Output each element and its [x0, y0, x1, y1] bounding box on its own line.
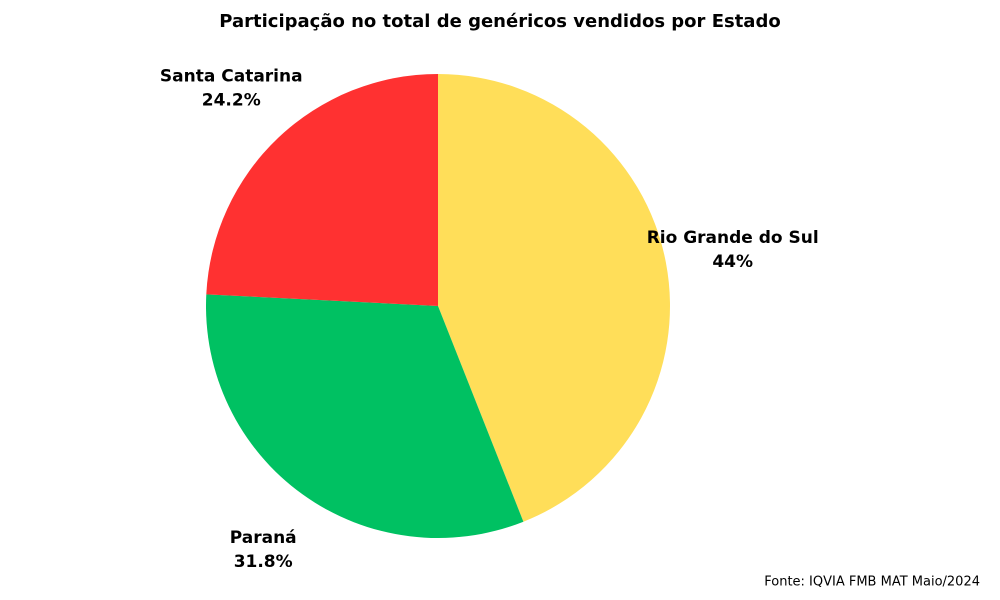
slice-label: Rio Grande do Sul	[647, 228, 819, 248]
pie-slice	[206, 294, 524, 538]
slice-value: 24.2%	[202, 91, 261, 111]
slice-label: Santa Catarina	[160, 67, 303, 87]
pie-slice	[206, 74, 438, 306]
pie-slice	[438, 74, 670, 522]
slice-label: Paraná	[230, 528, 297, 548]
source-note: Fonte: IQVIA FMB MAT Maio/2024	[764, 575, 980, 590]
slice-value: 44%	[712, 252, 753, 272]
slice-value: 31.8%	[234, 552, 293, 572]
chart-title: Participação no total de genéricos vendi…	[219, 11, 780, 32]
